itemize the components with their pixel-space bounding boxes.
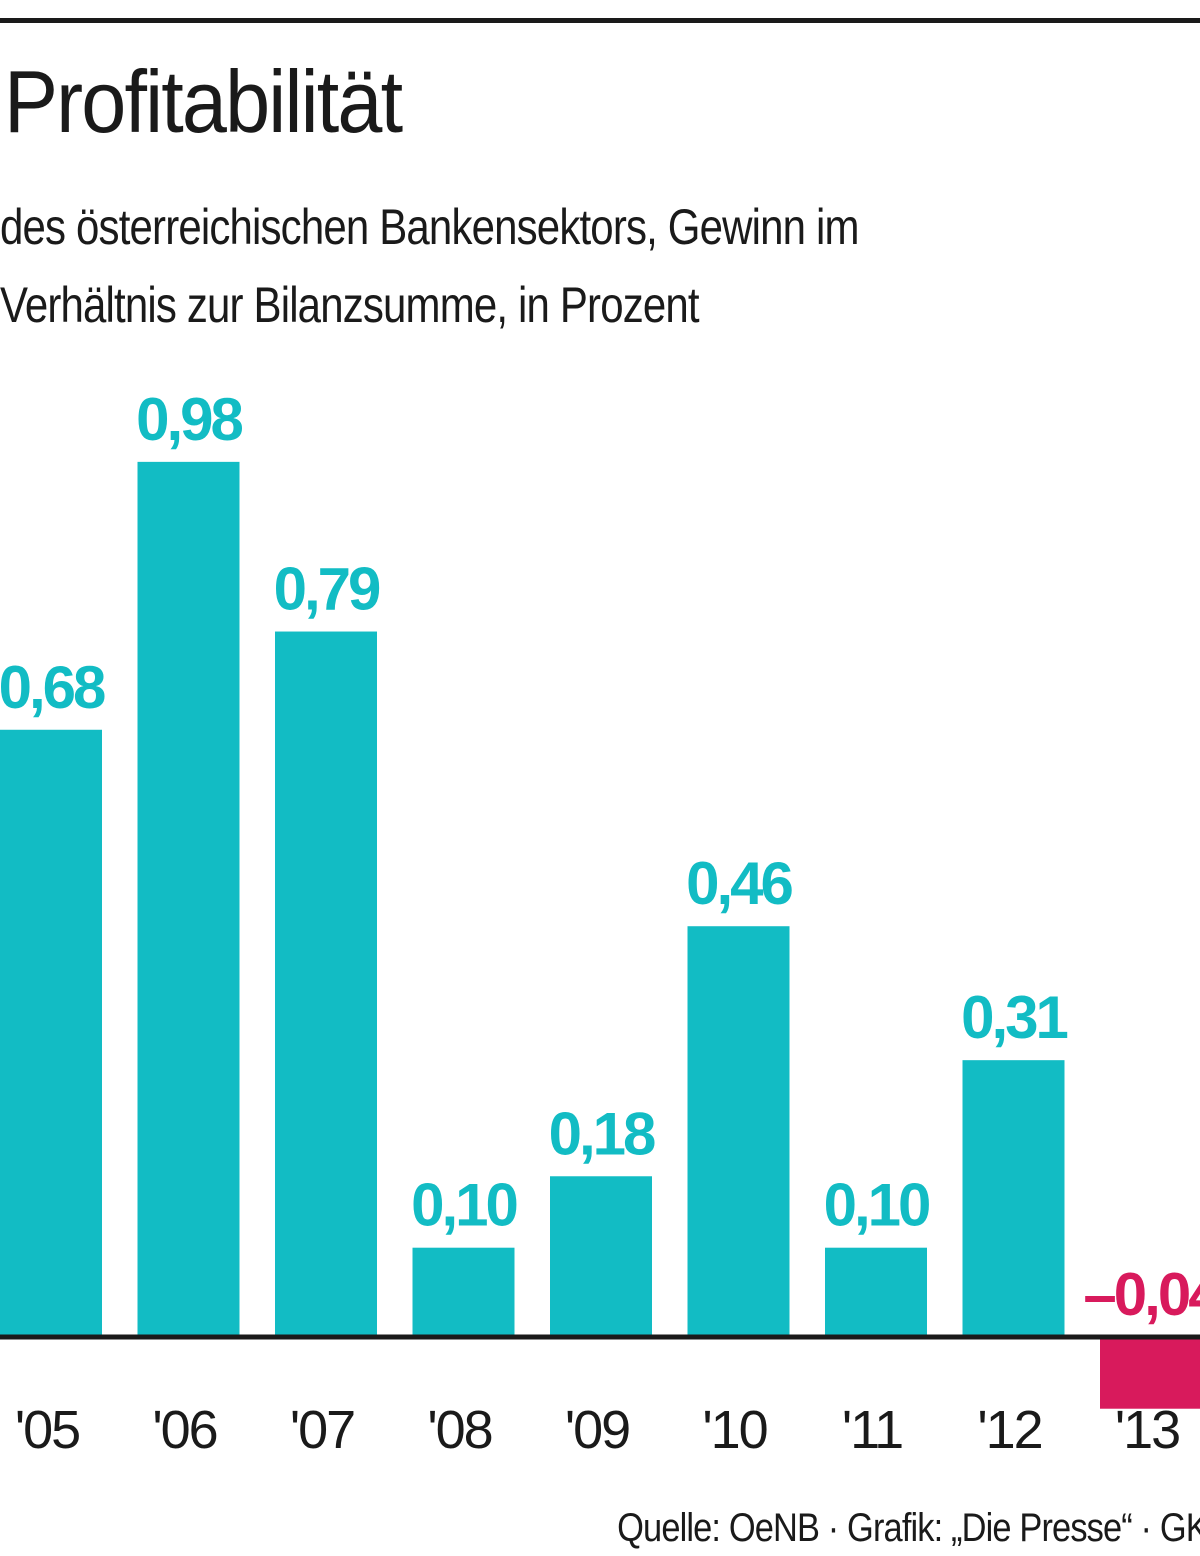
x-tick-label: '11 [842, 1400, 902, 1460]
value-labels-group: 0,68 0,98 0,79 0,10 0,18 0,46 0,10 0,31 –0,04 [0, 386, 1200, 1328]
x-tick-label: '06 [152, 1400, 216, 1460]
bar-08 [412, 1247, 515, 1337]
top-rule [0, 18, 1200, 23]
x-tick-label: '13 [1115, 1400, 1179, 1460]
bar-07 [275, 631, 377, 1337]
bar-05 [0, 729, 102, 1337]
x-tick-label: '12 [977, 1400, 1041, 1460]
value-label: 0,10 [824, 1172, 929, 1239]
x-tick-label: '10 [702, 1400, 766, 1460]
bar-12 [962, 1060, 1065, 1337]
chart-title: Profitabilität [4, 52, 403, 151]
value-label: 0,79 [274, 556, 380, 623]
value-label: 0,98 [136, 386, 242, 453]
value-label: 0,31 [961, 984, 1067, 1051]
x-tick-label: '08 [427, 1400, 491, 1460]
x-tick-label: '09 [565, 1400, 629, 1460]
bar-09 [550, 1176, 652, 1337]
value-label: 0,68 [0, 654, 105, 721]
x-axis-tick-labels: '05 '06 '07 '08 '09 '10 '11 '12 '13 [15, 1400, 1181, 1460]
bar-10 [687, 926, 790, 1337]
bar-chart: 0,68 0,98 0,79 0,10 0,18 0,46 0,10 0,31 –0,04 '0… [0, 386, 1200, 1460]
x-tick-label: '05 [15, 1400, 79, 1460]
value-label: 0,46 [686, 850, 792, 917]
chart-subtitle: des österreichischen Bankensektors, Gewi… [0, 199, 859, 333]
bar-13 [1100, 1337, 1200, 1409]
value-label: 0,18 [549, 1100, 655, 1167]
source-note: Quelle: OeNB · Grafik: „Die Presse“ · GK [617, 1506, 1200, 1550]
value-label: 0,10 [411, 1172, 516, 1239]
value-label: –0,04 [1083, 1261, 1200, 1328]
x-tick-label: '07 [290, 1400, 354, 1460]
bar-06 [137, 461, 240, 1337]
bars-group [0, 461, 1200, 1409]
bar-11 [825, 1247, 927, 1337]
